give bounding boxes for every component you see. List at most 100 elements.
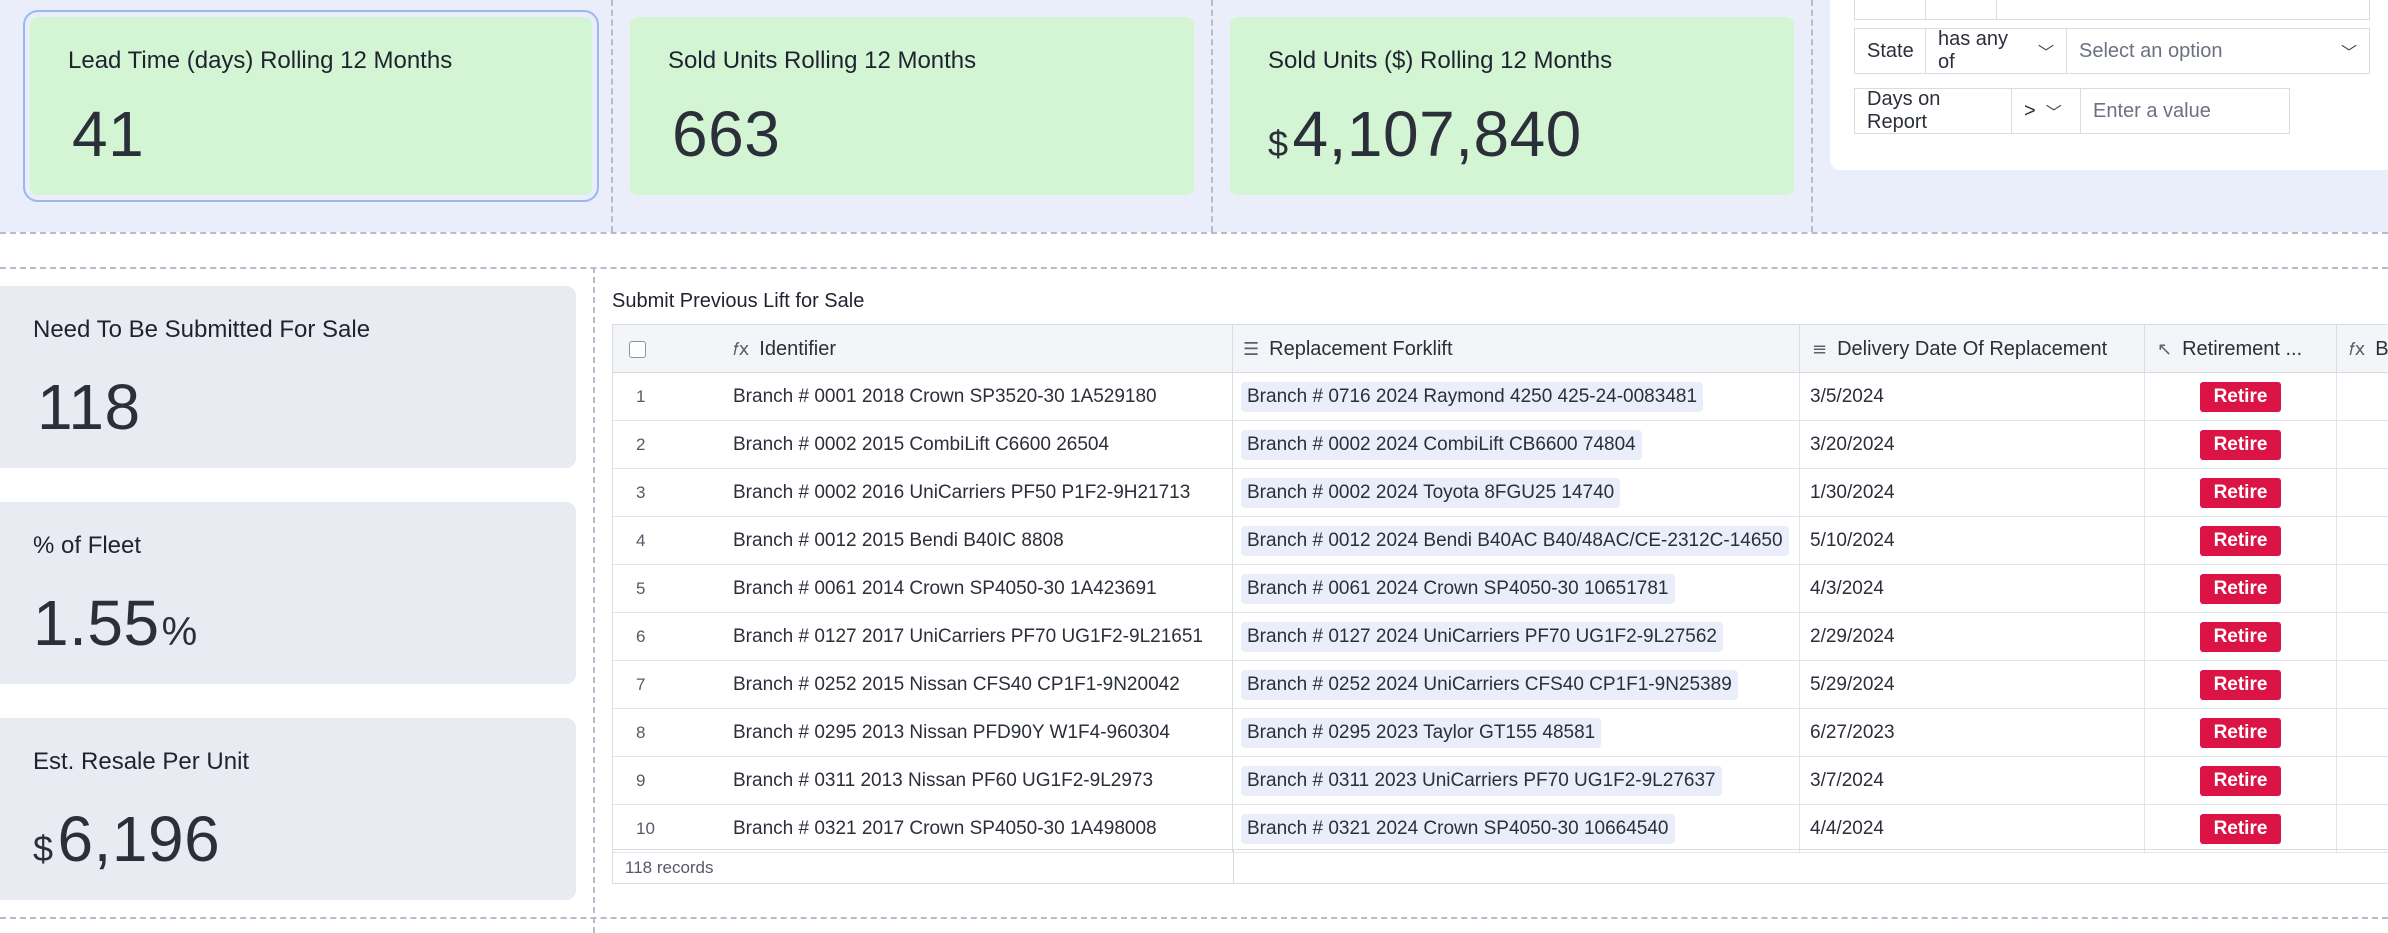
b-cell[interactable] <box>2337 709 2388 756</box>
retire-button[interactable]: Retire <box>2199 477 2282 508</box>
retirement-cell: Retire <box>2145 517 2337 564</box>
replacement-cell[interactable]: Branch # 0012 2024 Bendi B40AC B40/48AC/… <box>1233 517 1800 564</box>
kpi-sold-units-dollars[interactable]: Sold Units ($) Rolling 12 Months $4,107,… <box>1230 17 1794 195</box>
column-header-identifier[interactable]: 𝑓x Identifier <box>723 325 1233 373</box>
row-number: 7 <box>636 674 646 694</box>
replacement-cell[interactable]: Branch # 0252 2024 UniCarriers CFS40 CP1… <box>1233 661 1800 708</box>
identifier-cell[interactable]: Branch # 0295 2013 Nissan PFD90Y W1F4-96… <box>723 709 1233 756</box>
linked-record-chip[interactable]: Branch # 0002 2024 Toyota 8FGU25 14740 <box>1241 477 1621 508</box>
table-row[interactable]: 8 Branch # 0295 2013 Nissan PFD90Y W1F4-9… <box>613 709 2388 757</box>
table-row[interactable]: 1 Branch # 0001 2018 Crown SP3520-30 1A52… <box>613 373 2388 421</box>
retire-button[interactable]: Retire <box>2199 717 2282 748</box>
delivery-date-cell[interactable]: 4/3/2024 <box>1800 565 2145 612</box>
column-label: Delivery Date Of Replacement <box>1837 337 2108 360</box>
replacement-cell[interactable]: Branch # 0061 2024 Crown SP4050-30 10651… <box>1233 565 1800 612</box>
select-all-checkbox[interactable] <box>629 340 646 358</box>
replacement-cell[interactable]: Branch # 0295 2023 Taylor GT155 48581 <box>1233 709 1800 756</box>
table-row[interactable]: 10 Branch # 0321 2017 Crown SP4050-30 1A4… <box>613 805 2388 853</box>
replacement-cell[interactable]: Branch # 0002 2024 Toyota 8FGU25 14740 <box>1233 469 1800 516</box>
identifier-cell[interactable]: Branch # 0002 2016 UniCarriers PF50 P1F2… <box>723 469 1233 516</box>
table-row[interactable]: 7 Branch # 0252 2015 Nissan CFS40 CP1F1-9… <box>613 661 2388 709</box>
filter-field-state[interactable]: State <box>1854 28 1926 74</box>
linked-record-chip[interactable]: Branch # 0311 2023 UniCarriers PF70 UG1F… <box>1241 765 1722 796</box>
identifier-cell[interactable]: Branch # 0252 2015 Nissan CFS40 CP1F1-9N… <box>723 661 1233 708</box>
column-header-retirement[interactable]: ↖ Retirement ... <box>2145 325 2337 373</box>
section-divider <box>1211 0 1213 232</box>
identifier-cell[interactable]: Branch # 0002 2015 CombiLift C6600 26504 <box>723 421 1233 468</box>
row-number: 9 <box>636 770 646 790</box>
table-row[interactable]: 5 Branch # 0061 2014 Crown SP4050-30 1A42… <box>613 565 2388 613</box>
filter-row-state: State has any of ﹀ Select an option ﹀ <box>1854 28 2370 74</box>
delivery-date-cell[interactable]: 5/29/2024 <box>1800 661 2145 708</box>
kpi-sold-units[interactable]: Sold Units Rolling 12 Months 663 <box>630 17 1194 195</box>
linked-record-chip[interactable]: Branch # 0252 2024 UniCarriers CFS40 CP1… <box>1241 669 1738 700</box>
identifier-cell[interactable]: Branch # 0311 2013 Nissan PF60 UG1F2-9L2… <box>723 757 1233 804</box>
retire-button[interactable]: Retire <box>2199 621 2282 652</box>
column-header-replacement[interactable]: ☰ Replacement Forklift <box>1233 325 1800 373</box>
retire-button[interactable]: Retire <box>2199 381 2282 412</box>
filter-field-days[interactable]: Days on Report <box>1854 88 2012 134</box>
linked-record-chip[interactable]: Branch # 0295 2023 Taylor GT155 48581 <box>1241 717 1602 748</box>
horizontal-scrollbar[interactable] <box>619 883 2104 884</box>
delivery-date-cell[interactable]: 3/20/2024 <box>1800 421 2145 468</box>
linked-record-chip[interactable]: Branch # 0002 2024 CombiLift CB6600 7480… <box>1241 429 1642 460</box>
linked-record-chip[interactable]: Branch # 0716 2024 Raymond 4250 425-24-0… <box>1241 381 1704 412</box>
retire-button[interactable]: Retire <box>2199 813 2282 844</box>
filter-operator-state[interactable]: has any of ﹀ <box>1925 28 2067 74</box>
kpi-value: $6,196 <box>33 803 221 875</box>
retire-button[interactable]: Retire <box>2199 573 2282 604</box>
replacement-cell[interactable]: Branch # 0321 2024 Crown SP4050-30 10664… <box>1233 805 1800 852</box>
b-cell[interactable] <box>2337 565 2388 612</box>
delivery-date-cell[interactable]: 1/30/2024 <box>1800 469 2145 516</box>
filter-value-days[interactable]: Enter a value <box>2080 88 2290 134</box>
retirement-cell: Retire <box>2145 469 2337 516</box>
kpi-lead-time[interactable]: Lead Time (days) Rolling 12 Months 41 <box>23 10 599 202</box>
table-row[interactable]: 4 Branch # 0012 2015 Bendi B40IC 8808 Bran… <box>613 517 2388 565</box>
retire-button[interactable]: Retire <box>2199 669 2282 700</box>
b-cell[interactable] <box>2337 469 2388 516</box>
linked-record-chip[interactable]: Branch # 0012 2024 Bendi B40AC B40/48AC/… <box>1241 525 1789 556</box>
delivery-date-cell[interactable]: 5/10/2024 <box>1800 517 2145 564</box>
kpi-est-resale[interactable]: Est. Resale Per Unit $6,196 <box>0 718 576 900</box>
filter-value-state[interactable]: Select an option ﹀ <box>2066 28 2370 74</box>
b-cell[interactable] <box>2337 805 2388 852</box>
replacement-cell[interactable]: Branch # 0127 2024 UniCarriers PF70 UG1F… <box>1233 613 1800 660</box>
table-row[interactable]: 3 Branch # 0002 2016 UniCarriers PF50 P1F… <box>613 469 2388 517</box>
delivery-date-cell[interactable]: 3/5/2024 <box>1800 373 2145 420</box>
linked-record-chip[interactable]: Branch # 0061 2024 Crown SP4050-30 10651… <box>1241 573 1675 604</box>
retire-button[interactable]: Retire <box>2199 429 2282 460</box>
kpi-title: Lead Time (days) Rolling 12 Months <box>68 47 453 74</box>
retire-button[interactable]: Retire <box>2199 525 2282 556</box>
b-cell[interactable] <box>2337 421 2388 468</box>
delivery-date-cell[interactable]: 6/27/2023 <box>1800 709 2145 756</box>
linked-record-chip[interactable]: Branch # 0321 2024 Crown SP4050-30 10664… <box>1241 813 1675 844</box>
identifier-cell[interactable]: Branch # 0321 2017 Crown SP4050-30 1A498… <box>723 805 1233 852</box>
identifier-cell[interactable]: Branch # 0001 2018 Crown SP3520-30 1A529… <box>723 373 1233 420</box>
replacement-cell[interactable]: Branch # 0002 2024 CombiLift CB6600 7480… <box>1233 421 1800 468</box>
identifier-cell[interactable]: Branch # 0061 2014 Crown SP4050-30 1A423… <box>723 565 1233 612</box>
kpi-percent-fleet[interactable]: % of Fleet 1.55% <box>0 502 576 684</box>
replacement-cell[interactable]: Branch # 0311 2023 UniCarriers PF70 UG1F… <box>1233 757 1800 804</box>
identifier-cell[interactable]: Branch # 0127 2017 UniCarriers PF70 UG1F… <box>723 613 1233 660</box>
b-cell[interactable] <box>2337 517 2388 564</box>
delivery-date-cell[interactable]: 2/29/2024 <box>1800 613 2145 660</box>
linked-record-chip[interactable]: Branch # 0127 2024 UniCarriers PF70 UG1F… <box>1241 621 1723 652</box>
table-row[interactable]: 9 Branch # 0311 2013 Nissan PF60 UG1F2-9L… <box>613 757 2388 805</box>
retire-button[interactable]: Retire <box>2199 765 2282 796</box>
table-row[interactable]: 2 Branch # 0002 2015 CombiLift C6600 2650… <box>613 421 2388 469</box>
b-cell[interactable] <box>2337 613 2388 660</box>
column-header-delivery[interactable]: ≡ Delivery Date Of Replacement <box>1800 325 2145 373</box>
delivery-date-cell[interactable]: 3/7/2024 <box>1800 757 2145 804</box>
b-cell[interactable] <box>2337 661 2388 708</box>
delivery-date-cell[interactable]: 4/4/2024 <box>1800 805 2145 852</box>
filter-operator-days[interactable]: > ﹀ <box>2011 88 2081 134</box>
identifier-cell[interactable]: Branch # 0012 2015 Bendi B40IC 8808 <box>723 517 1233 564</box>
column-header-b[interactable]: 𝑓x B <box>2337 325 2388 373</box>
b-cell[interactable] <box>2337 757 2388 804</box>
b-cell[interactable] <box>2337 373 2388 420</box>
kpi-title: Est. Resale Per Unit <box>33 748 250 775</box>
replacement-cell[interactable]: Branch # 0716 2024 Raymond 4250 425-24-0… <box>1233 373 1800 420</box>
kpi-need-submitted[interactable]: Need To Be Submitted For Sale 118 <box>0 286 576 468</box>
table-row[interactable]: 6 Branch # 0127 2017 UniCarriers PF70 UG1… <box>613 613 2388 661</box>
